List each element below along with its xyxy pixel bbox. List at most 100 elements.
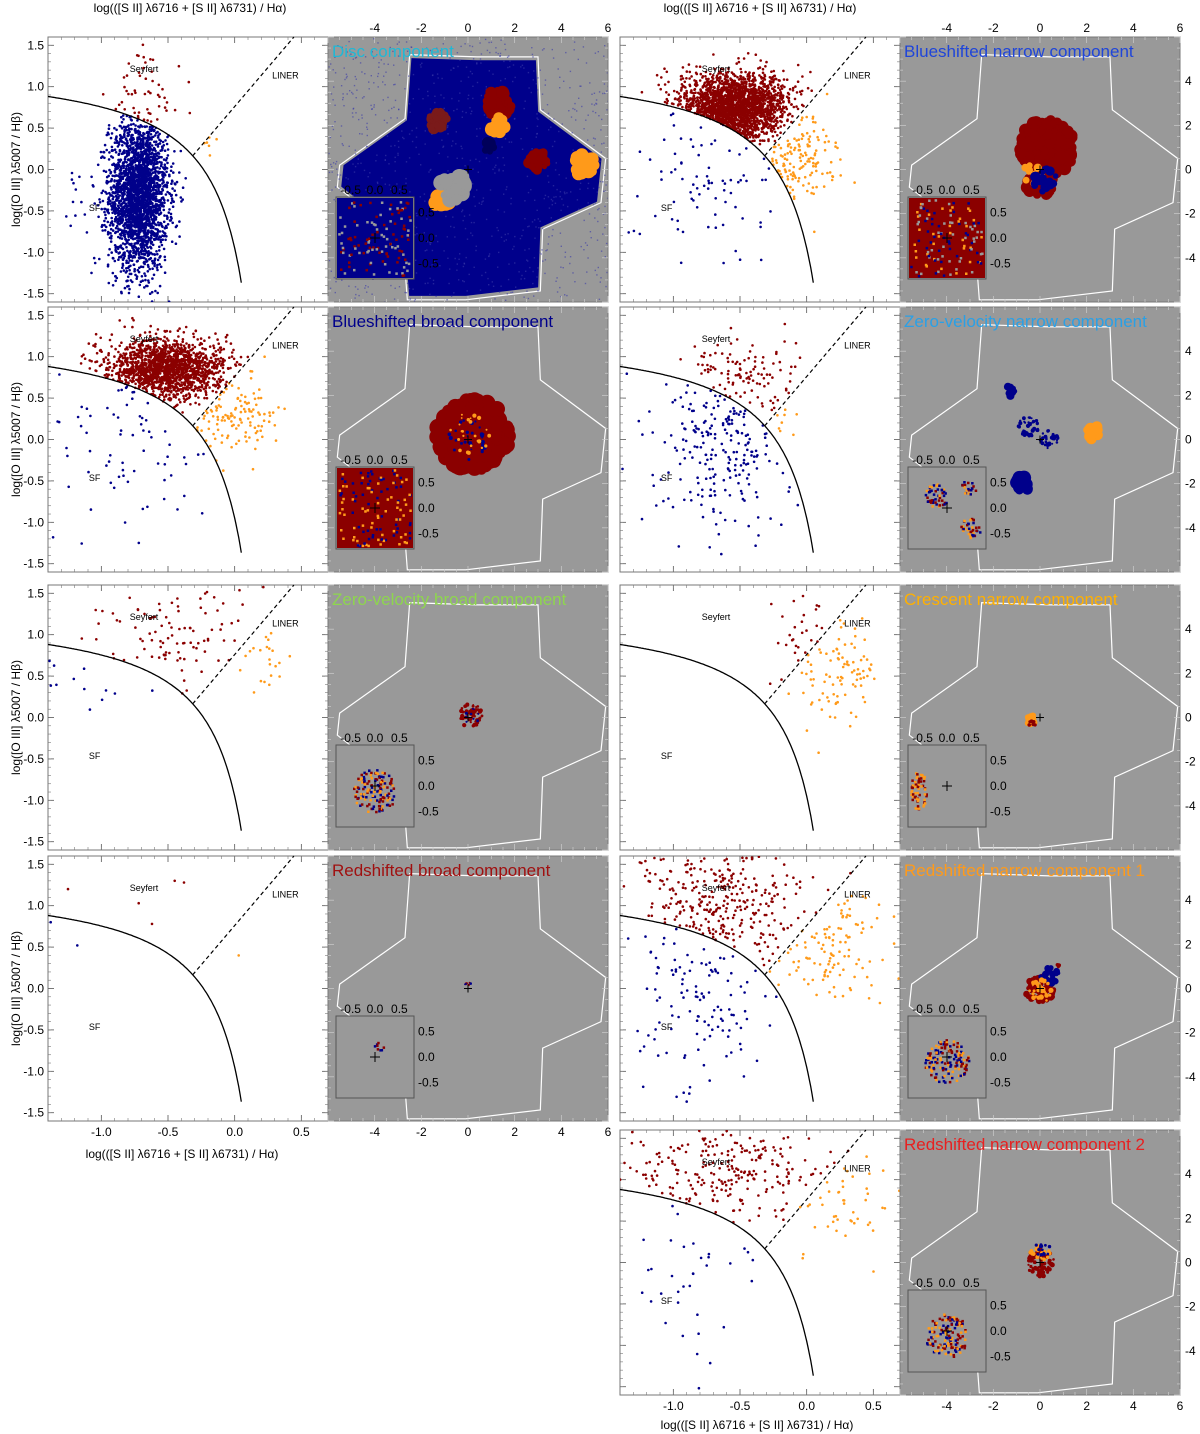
- data-point-sf: [123, 243, 127, 246]
- data-point-sf: [127, 256, 131, 260]
- data-point-sf: [111, 197, 115, 201]
- data-point-seyfert: [763, 82, 766, 86]
- data-point-sf: [123, 181, 127, 185]
- data-point-sf: [163, 201, 166, 205]
- map-spaxel: [481, 146, 490, 154]
- data-point-sf: [110, 216, 113, 220]
- data-point-sf: [178, 220, 181, 223]
- data-point-sf: [127, 201, 130, 205]
- data-point-sf: [134, 273, 137, 277]
- data-point-sf: [161, 179, 165, 182]
- data-point-sf: [147, 279, 150, 282]
- data-point-sf: [119, 220, 123, 223]
- data-point-seyfert: [718, 79, 721, 82]
- data-point-sf: [129, 279, 133, 282]
- data-point-seyfert: [746, 52, 750, 55]
- data-point-sf: [130, 175, 134, 178]
- data-point-sf: [163, 271, 167, 274]
- data-point-seyfert: [767, 108, 770, 111]
- data-point-sf: [144, 236, 148, 239]
- data-point-seyfert: [163, 96, 166, 100]
- data-point-sf: [163, 214, 166, 217]
- data-point-seyfert: [768, 76, 772, 79]
- data-point-sf: [169, 169, 173, 173]
- data-point-sf: [124, 218, 128, 221]
- data-point-sf: [105, 133, 109, 137]
- data-point-seyfert: [727, 67, 730, 70]
- data-point-sf: [152, 219, 156, 222]
- data-point-sf: [166, 154, 170, 157]
- data-point-seyfert: [765, 60, 768, 64]
- data-point-sf: [125, 261, 128, 265]
- data-point-liner: [809, 173, 812, 177]
- data-point-sf: [137, 270, 141, 274]
- data-point-sf: [163, 149, 167, 152]
- data-point-liner: [808, 140, 811, 144]
- data-point-sf: [126, 179, 129, 182]
- data-point-sf: [148, 252, 152, 255]
- map-top-tick-label: -4: [369, 21, 380, 35]
- data-point-sf: [171, 199, 174, 202]
- map-spaxel: [539, 148, 548, 157]
- data-point-sf: [166, 223, 170, 226]
- data-point-liner: [799, 153, 803, 156]
- data-point-sf: [128, 127, 131, 130]
- data-point-sf: [145, 214, 148, 217]
- data-point-sf: [155, 152, 158, 155]
- data-point-sf: [158, 183, 161, 187]
- data-point-liner: [774, 159, 778, 162]
- data-point-seyfert: [690, 89, 693, 92]
- data-point-sf: [144, 160, 147, 164]
- data-point-sf: [122, 166, 125, 170]
- data-point-sf: [124, 186, 127, 190]
- data-point-sf: [722, 189, 726, 192]
- data-point-sf: [90, 271, 93, 275]
- data-point-sf: [151, 277, 154, 280]
- data-point-seyfert: [786, 91, 790, 95]
- data-point-sf: [166, 135, 169, 139]
- data-point-liner: [786, 139, 790, 143]
- data-point-sf: [119, 215, 122, 219]
- data-point-liner: [812, 192, 815, 196]
- data-point-seyfert: [665, 91, 668, 94]
- data-point-sf: [134, 124, 137, 127]
- data-point-sf: [121, 206, 124, 209]
- data-point-seyfert: [117, 103, 121, 107]
- data-point-sf: [698, 193, 701, 196]
- data-point-seyfert: [114, 107, 118, 111]
- data-point-sf: [110, 251, 113, 254]
- data-point-seyfert: [678, 100, 681, 103]
- data-point-liner: [785, 184, 789, 188]
- data-point-seyfert: [762, 102, 765, 106]
- data-point-sf: [139, 211, 142, 215]
- data-point-sf: [178, 171, 181, 174]
- data-point-sf: [124, 271, 128, 274]
- data-point-sf: [129, 182, 133, 186]
- data-point-sf: [164, 238, 167, 242]
- map-top-tick-label: -2: [416, 21, 427, 35]
- data-point-sf: [136, 130, 140, 133]
- data-point-sf: [139, 184, 142, 187]
- data-point-sf: [127, 198, 130, 202]
- data-point-sf: [121, 266, 124, 269]
- data-point-sf: [153, 253, 156, 256]
- data-point-sf: [104, 170, 108, 173]
- data-point-seyfert: [719, 67, 723, 71]
- data-point-sf: [700, 144, 703, 147]
- data-point-sf: [142, 208, 146, 212]
- data-point-sf: [117, 211, 120, 214]
- data-point-sf: [143, 286, 146, 289]
- data-point-seyfert: [679, 75, 683, 78]
- map-spaxel: [493, 115, 500, 122]
- data-point-liner: [786, 175, 789, 178]
- data-point-sf: [155, 160, 159, 164]
- data-point-sf: [120, 127, 124, 130]
- data-point-sf: [140, 154, 143, 158]
- data-point-liner: [808, 135, 812, 138]
- data-point-liner: [828, 171, 832, 174]
- data-point-seyfert: [774, 89, 777, 93]
- data-point-sf: [129, 249, 132, 253]
- data-point-sf: [124, 203, 128, 207]
- data-point-liner: [804, 153, 808, 157]
